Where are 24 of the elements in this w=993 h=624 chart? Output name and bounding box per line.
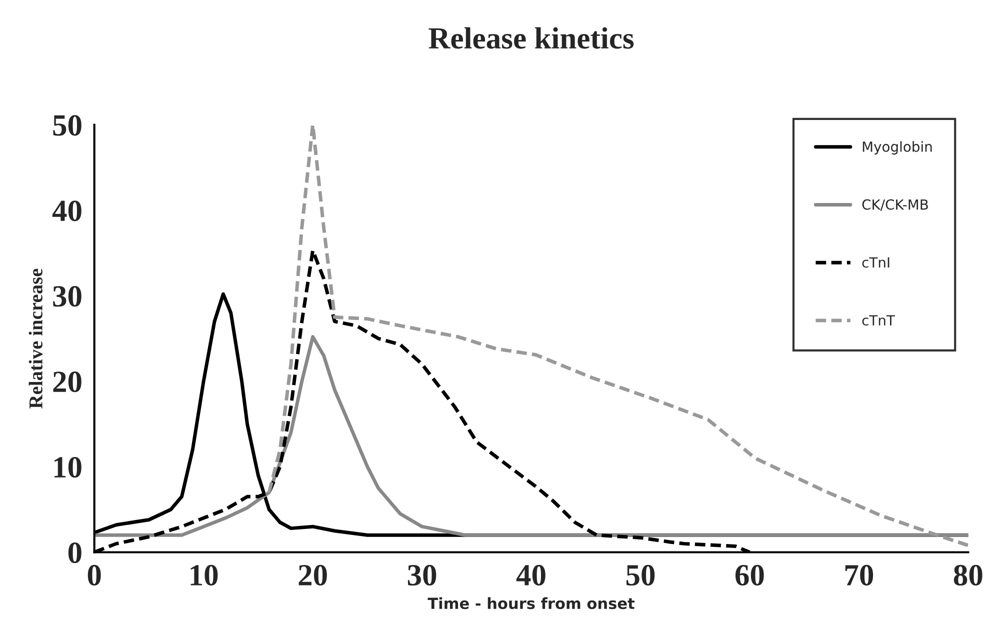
legend-label: cTnT xyxy=(862,315,895,326)
y-tick-label: 0 xyxy=(68,542,82,564)
y-axis-title: Relative increase xyxy=(28,268,42,408)
x-tick-label: 60 xyxy=(735,564,764,586)
y-tick-label: 40 xyxy=(52,200,82,222)
legend-label: cTnI xyxy=(862,257,890,268)
x-tick-label: 0 xyxy=(88,564,101,586)
y-tick-label: 50 xyxy=(53,115,82,136)
y-tick-label: 10 xyxy=(54,457,82,478)
x-tick-label: 50 xyxy=(626,564,655,586)
x-tick-label: 80 xyxy=(954,564,982,586)
x-axis-title: Time - hours from onset xyxy=(428,597,634,610)
x-tick-label: 70 xyxy=(845,564,874,586)
x-tick-label: 40 xyxy=(516,564,546,586)
y-tick-label: 30 xyxy=(53,286,82,307)
chart-title: Release kinetics xyxy=(428,27,634,49)
line-series xyxy=(94,335,968,537)
y-tick-label: 20 xyxy=(53,372,82,392)
x-tick-label: 30 xyxy=(408,564,436,586)
legend-label: Myoglobin xyxy=(862,141,932,155)
line-series xyxy=(267,124,968,548)
x-tick-label: 10 xyxy=(190,564,218,586)
x-tick-label: 20 xyxy=(298,564,327,586)
legend-label: CK/CK-MB xyxy=(862,199,928,211)
